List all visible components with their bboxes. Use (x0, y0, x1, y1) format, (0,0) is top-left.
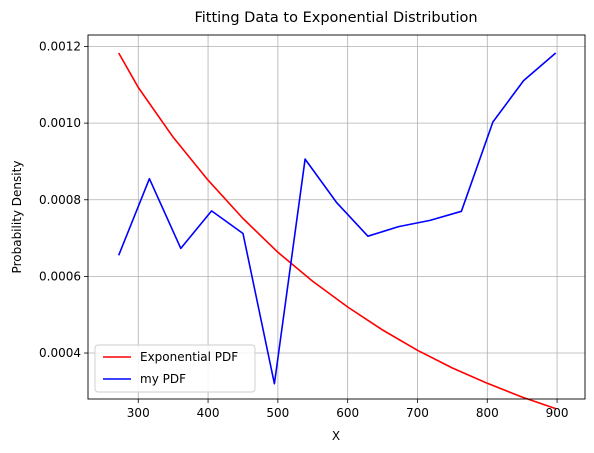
y-tick-label: 0.0012 (39, 39, 81, 53)
x-tick-label: 800 (476, 406, 499, 420)
legend: Exponential PDF my PDF (94, 344, 256, 393)
x-axis: 300 400 500 600 700 800 900 (127, 399, 569, 420)
y-tick-label: 0.0010 (39, 116, 81, 130)
y-axis: 0.0004 0.0006 0.0008 0.0010 0.0012 (39, 39, 88, 360)
x-tick-label: 900 (546, 406, 569, 420)
grid (88, 35, 585, 399)
y-tick-label: 0.0006 (39, 269, 81, 283)
plot-frame (87, 34, 586, 400)
series-group (117, 52, 557, 410)
chart-title: Fitting Data to Exponential Distribution (194, 10, 477, 26)
y-axis-label: Probability Density (10, 161, 24, 274)
x-tick-label: 700 (406, 406, 429, 420)
legend-label-exponential-pdf: Exponential PDF (140, 350, 238, 364)
legend-label-my-pdf: my PDF (140, 372, 186, 386)
x-tick-label: 500 (266, 406, 289, 420)
x-tick-label: 600 (336, 406, 359, 420)
y-tick-label: 0.0008 (39, 193, 81, 207)
x-axis-label: X (332, 429, 340, 443)
series-line-exponential-pdf (118, 52, 556, 410)
x-tick-label: 300 (127, 406, 150, 420)
x-tick-label: 400 (197, 406, 220, 420)
legend-box (94, 344, 256, 393)
y-tick-label: 0.0004 (39, 346, 81, 360)
plot-area (88, 35, 585, 399)
series-line-my-pdf (117, 52, 557, 385)
